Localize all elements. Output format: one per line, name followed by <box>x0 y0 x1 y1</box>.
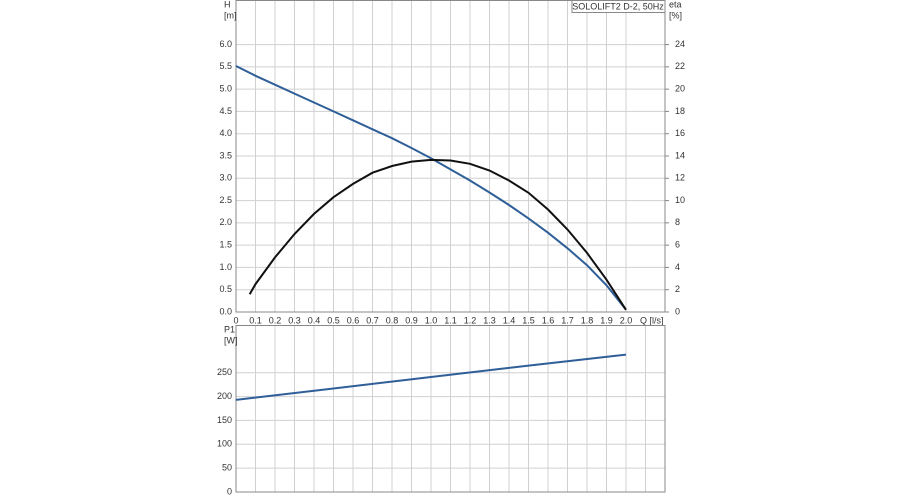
x-tick-label: 0.6 <box>347 315 360 325</box>
y-tick-label: 2.0 <box>219 217 232 227</box>
y-tick-label: 150 <box>217 415 232 425</box>
x-tick-label: 0.8 <box>386 315 399 325</box>
plot-frame <box>235 325 666 493</box>
y-tick-label: 0 <box>227 486 232 496</box>
chart-title: SOLOLIFT2 D-2, 50Hz <box>572 1 664 11</box>
y-axis-label: H <box>224 0 231 9</box>
y-tick-label: 1.5 <box>219 240 232 250</box>
y-tick-label: 1.0 <box>219 262 232 272</box>
x-tick-label: 0.7 <box>366 315 379 325</box>
x-tick-label: 1.8 <box>581 315 594 325</box>
x-tick-label: 1.7 <box>561 315 574 325</box>
x-tick-label: 1.2 <box>464 315 477 325</box>
x-tick-label: 0.5 <box>327 315 340 325</box>
x-tick-label: 1.4 <box>503 315 516 325</box>
y2-tick-label: 10 <box>675 195 685 205</box>
curve <box>248 158 627 311</box>
y2-axis-label: eta <box>669 0 682 9</box>
y2-tick-label: 8 <box>675 217 680 227</box>
x-tick-label: 1.6 <box>542 315 555 325</box>
x-tick-label: 1.0 <box>425 315 438 325</box>
y-tick-label: 6.0 <box>219 39 232 49</box>
x-tick-label: 0 <box>233 315 238 325</box>
x-tick-label: 1.1 <box>444 315 457 325</box>
x-tick-label: 0.2 <box>269 315 282 325</box>
y2-tick-label: 2 <box>675 284 680 294</box>
x-tick-label: 0.9 <box>405 315 418 325</box>
y-axis-unit: [W] <box>224 335 238 345</box>
x-tick-label: 1.5 <box>522 315 535 325</box>
y-tick-label: 50 <box>222 463 232 473</box>
y2-axis-unit: [%] <box>669 10 682 20</box>
y2-tick-label: 20 <box>675 84 685 94</box>
y2-tick-label: 18 <box>675 106 685 116</box>
x-axis-label: Q [l/s] <box>640 315 664 325</box>
y-axis-label: P1 <box>224 324 235 334</box>
y2-tick-label: 14 <box>675 150 685 160</box>
curve <box>235 65 627 311</box>
y2-tick-label: 16 <box>675 128 685 138</box>
y2-tick-label: 0 <box>675 306 680 316</box>
y-tick-label: 3.0 <box>219 173 232 183</box>
x-tick-label: 0.3 <box>288 315 301 325</box>
y2-tick-label: 12 <box>675 173 685 183</box>
y2-tick-label: 4 <box>675 262 680 272</box>
x-tick-label: 1.9 <box>600 315 613 325</box>
curve <box>235 353 627 401</box>
y-tick-label: 5.5 <box>219 61 232 71</box>
y-tick-label: 100 <box>217 439 232 449</box>
y-tick-label: 0.0 <box>219 306 232 316</box>
y2-tick-label: 22 <box>675 61 685 71</box>
y-tick-label: 3.5 <box>219 150 232 160</box>
x-tick-label: 1.3 <box>483 315 496 325</box>
y-tick-label: 4.0 <box>219 128 232 138</box>
x-tick-label: 0.1 <box>249 315 262 325</box>
y-tick-label: 5.0 <box>219 84 232 94</box>
y-tick-label: 250 <box>217 367 232 377</box>
x-tick-label: 0.4 <box>308 315 321 325</box>
y2-tick-label: 6 <box>675 240 680 250</box>
y-tick-label: 4.5 <box>219 106 232 116</box>
y-tick-label: 200 <box>217 391 232 401</box>
y-axis-unit: [m] <box>224 10 237 20</box>
x-tick-label: 2.0 <box>620 315 633 325</box>
y-tick-label: 0.5 <box>219 284 232 294</box>
plot-frame <box>235 0 666 313</box>
y2-tick-label: 24 <box>675 39 685 49</box>
title-box <box>571 0 666 13</box>
y-tick-label: 2.5 <box>219 195 232 205</box>
